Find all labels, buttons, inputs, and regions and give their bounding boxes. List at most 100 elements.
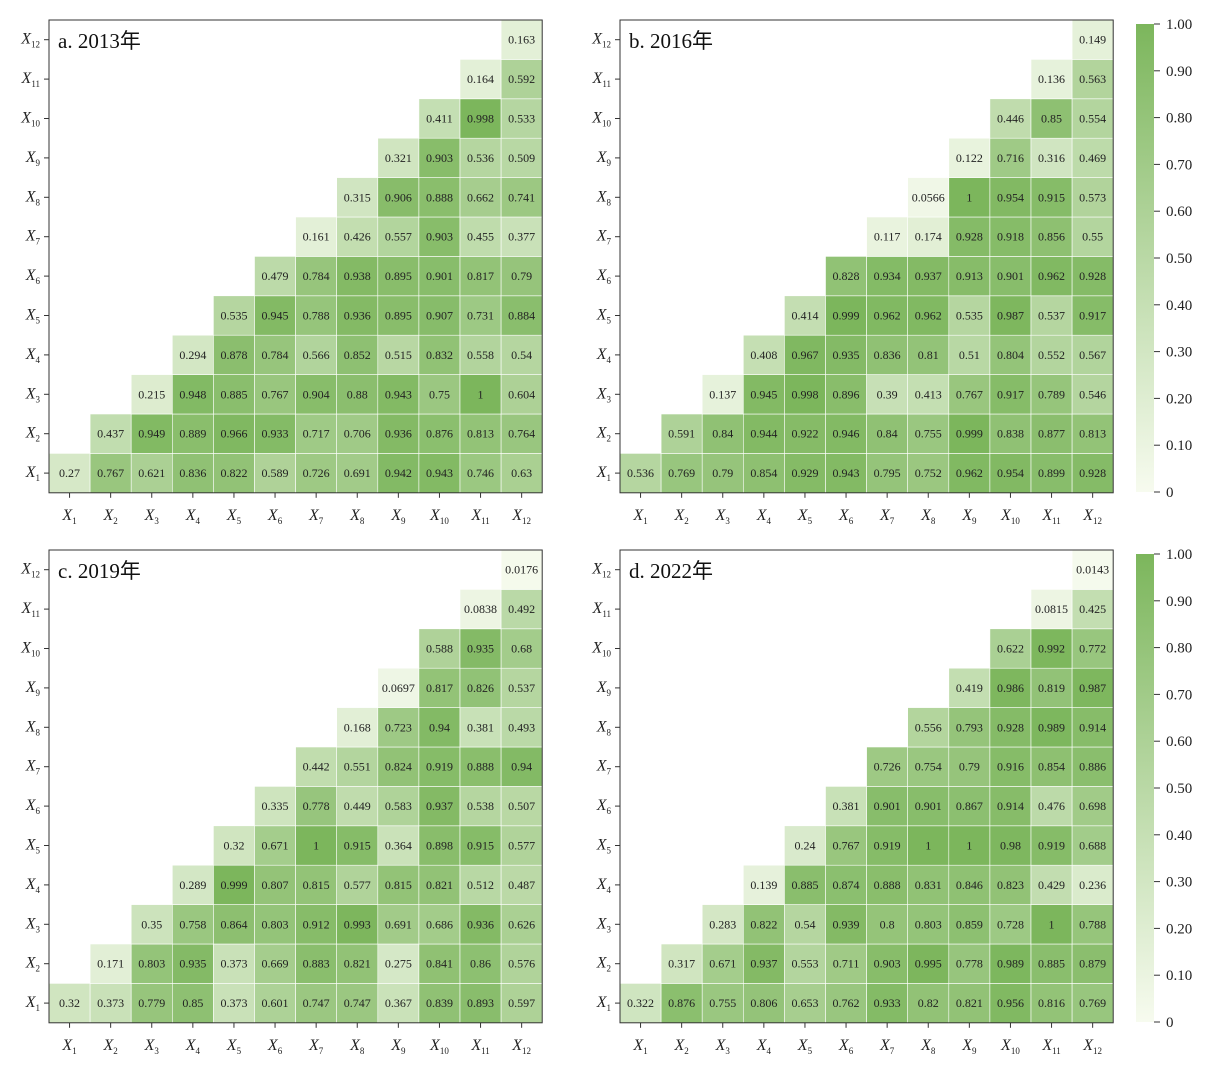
heatmap-cell: [500, 943, 543, 984]
y-tick-label: X5: [596, 837, 612, 856]
heatmap-cell: [784, 374, 826, 415]
heatmap-cell: [1030, 589, 1073, 630]
heatmap-cell: [784, 334, 826, 375]
heatmap-cell: [500, 864, 543, 905]
x-tick-label: X5: [226, 1037, 242, 1056]
colorbar-tick-label: 0.10: [1166, 438, 1192, 454]
cell-value-label: 0.75: [429, 387, 450, 401]
cell-value-label: 0.839: [426, 996, 453, 1010]
cell-value-label: 0.779: [138, 996, 165, 1010]
y-tick-label: X4: [25, 876, 41, 895]
heatmap-cell: [172, 334, 214, 375]
heatmap-cell: [213, 983, 255, 1024]
heatmap-cell: [295, 334, 338, 375]
heatmap-cell: [1071, 589, 1114, 630]
heatmap-cell: [418, 667, 461, 708]
heatmap-cell: [459, 707, 502, 748]
cell-value-label: 0.989: [997, 957, 1024, 971]
x-tick-label: X8: [920, 507, 936, 526]
cell-value-label: 0.999: [833, 309, 860, 323]
x-tick-label: X10: [1000, 507, 1020, 526]
cell-value-label: 0.915: [467, 839, 494, 853]
heatmap-panel-4: 0.322 0.876 0.755 0.806 0.653 0.762 0.933 0.82 0…: [591, 549, 1114, 1056]
cell-value-label: 0.828: [833, 269, 860, 283]
heatmap-cell: [213, 295, 255, 336]
heatmap-cell: [825, 943, 867, 984]
heatmap-cell: [459, 334, 502, 375]
cell-value-label: 0.746: [467, 466, 494, 480]
cell-value-label: 0.24: [794, 839, 815, 853]
heatmap-cell: [254, 256, 296, 297]
cell-value-label: 0.35: [141, 917, 162, 931]
heatmap-cell: [1071, 628, 1114, 669]
heatmap-cell: [701, 374, 744, 415]
cell-value-label: 0.914: [1079, 720, 1106, 734]
y-tick-label: X6: [25, 267, 41, 286]
cell-value-label: 0.885: [791, 878, 818, 892]
y-tick-label: X1: [596, 464, 611, 483]
heatmap-cell: [1071, 864, 1114, 905]
colorbar-tick-label: 0.40: [1166, 828, 1192, 844]
heatmap-panel-3: 0.32 0.373 0.779 0.85 0.373 0.601 0.747 0.747 0.…: [20, 549, 543, 1056]
cell-value-label: 0.414: [791, 309, 818, 323]
colorbar-tick-label: 0.70: [1166, 157, 1192, 173]
cell-value-label: 0.917: [1079, 309, 1106, 323]
heatmap-cell: [825, 334, 867, 375]
cell-value-label: 0.32: [59, 996, 80, 1010]
heatmap-cell: [213, 864, 255, 905]
cell-value-label: 0.577: [344, 878, 371, 892]
cell-value-label: 0.553: [791, 957, 818, 971]
heatmap-cell: [784, 413, 826, 454]
heatmap-cell: [500, 825, 543, 866]
cell-value-label: 0.364: [385, 839, 412, 853]
x-tick-label: X2: [103, 1037, 118, 1056]
cell-value-label: 0.0838: [464, 602, 497, 616]
cell-value-label: 0.552: [1038, 348, 1065, 362]
heatmap-cell: [989, 295, 1032, 336]
y-tick-label: X5: [25, 837, 41, 856]
y-tick-label: X1: [25, 994, 40, 1013]
heatmap-cell: [500, 59, 543, 100]
cell-value-label: 0.916: [997, 760, 1024, 774]
cell-value-label: 0.817: [467, 269, 494, 283]
cell-value-label: 0.918: [997, 230, 1024, 244]
heatmap-cell: [336, 256, 379, 297]
heatmap-cell: [336, 413, 379, 454]
heatmap-cell: [377, 746, 420, 787]
cell-value-label: 0.136: [1038, 72, 1065, 86]
cell-value-label: 0.928: [997, 720, 1024, 734]
cell-value-label: 0.935: [833, 348, 860, 362]
cell-value-label: 0.888: [426, 190, 453, 204]
colorbar-gradient: [1136, 24, 1154, 492]
cell-value-label: 0.425: [1079, 602, 1106, 616]
heatmap-cell: [784, 864, 826, 905]
heatmap-cell: [1071, 177, 1114, 218]
cell-value-label: 0.0697: [382, 681, 415, 695]
cell-value-label: 0.411: [426, 112, 453, 126]
x-tick-label: X2: [674, 507, 689, 526]
heatmap-cell: [1030, 137, 1073, 178]
y-tick-label: X4: [596, 876, 612, 895]
cell-value-label: 0.588: [426, 642, 453, 656]
heatmap-cell: [907, 216, 950, 257]
cell-value-label: 0.895: [385, 269, 412, 283]
cell-value-label: 0.163: [508, 33, 535, 47]
x-tick-label: X5: [226, 507, 242, 526]
cell-value-label: 0.943: [426, 466, 453, 480]
heatmap-cell: [989, 943, 1032, 984]
heatmap-cell: [742, 374, 785, 415]
cell-value-label: 0.161: [303, 230, 330, 244]
cell-value-label: 0.885: [1038, 957, 1065, 971]
cell-value-label: 0.0143: [1076, 563, 1109, 577]
cell-value-label: 0.838: [997, 427, 1024, 441]
cell-value-label: 0.893: [467, 996, 494, 1010]
heatmap-cell: [784, 943, 826, 984]
panel-title: a. 2013年: [58, 29, 141, 53]
colorbar-tick-label: 0.30: [1166, 875, 1192, 891]
cell-value-label: 0.85: [1041, 112, 1062, 126]
cell-value-label: 0.731: [467, 309, 494, 323]
cell-value-label: 0.915: [344, 839, 371, 853]
heatmap-cell: [1071, 786, 1114, 827]
cell-value-label: 0.576: [508, 957, 535, 971]
cell-value-label: 0.966: [220, 427, 247, 441]
